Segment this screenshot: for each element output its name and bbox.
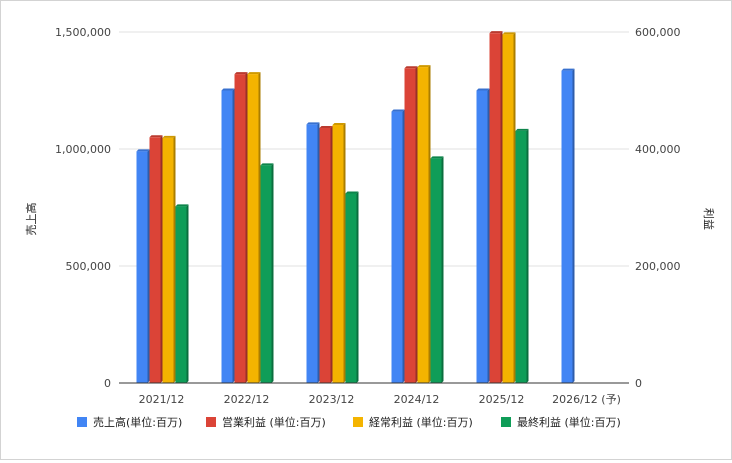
- legend-label: 最終利益 (単位:百万): [517, 415, 621, 429]
- bar-side: [500, 31, 503, 383]
- bar-side: [330, 125, 333, 383]
- bar-side: [572, 68, 575, 384]
- x-tick-label: 2025/12: [479, 393, 525, 406]
- gridlines: [119, 31, 629, 267]
- legend-swatch: [501, 417, 511, 427]
- bar-side: [232, 88, 235, 383]
- y-axis-right-title: 利益: [702, 208, 716, 230]
- y-left-tick-label: 0: [104, 377, 111, 390]
- bar: [417, 67, 429, 383]
- x-tick-label: 2022/12: [224, 393, 270, 406]
- bar-side: [245, 72, 248, 384]
- bar: [502, 34, 514, 384]
- legend-swatch: [206, 417, 216, 427]
- bar: [221, 90, 233, 383]
- x-tick-label: 2024/12: [394, 393, 440, 406]
- bar-side: [356, 191, 359, 383]
- bar-top: [404, 66, 418, 69]
- bar: [162, 137, 174, 383]
- legend-swatch: [77, 417, 87, 427]
- bar-side: [343, 123, 346, 383]
- bar-side: [147, 149, 150, 383]
- bar: [306, 124, 318, 384]
- bar-top: [175, 204, 189, 207]
- x-tick-label: 2021/12: [139, 393, 185, 406]
- bar-side: [513, 32, 516, 384]
- y-right-tick-label: 400,000: [635, 143, 681, 156]
- y-right-tick-label: 200,000: [635, 260, 681, 273]
- bar-top: [502, 32, 516, 35]
- y-right-tick-label: 600,000: [635, 26, 681, 39]
- bar-side: [173, 135, 176, 383]
- bar: [391, 111, 403, 383]
- bar-side: [487, 88, 490, 383]
- bar: [175, 206, 187, 383]
- bar-side: [415, 66, 418, 384]
- bar: [345, 193, 357, 383]
- bar: [136, 151, 148, 383]
- y-right-tick-label: 0: [635, 377, 642, 390]
- bars: [136, 31, 575, 384]
- bar-top: [332, 123, 346, 126]
- bar: [515, 130, 527, 383]
- bar-top: [306, 122, 320, 125]
- bar: [247, 74, 259, 384]
- y-axis-left-title: 売上高: [24, 203, 38, 236]
- bar: [404, 68, 416, 384]
- legend-label: 経常利益 (単位:百万): [369, 415, 473, 429]
- bar: [149, 137, 161, 383]
- bar-top: [162, 135, 176, 138]
- bar-top: [136, 149, 150, 152]
- legend-label: 営業利益 (単位:百万): [222, 415, 326, 429]
- bar-top: [221, 88, 235, 91]
- legend: 売上高(単位:百万) 営業利益 (単位:百万) 経常利益 (単位:百万) 最終利益 (…: [77, 415, 621, 429]
- bar: [234, 74, 246, 384]
- bar: [476, 90, 488, 383]
- bar-side: [258, 72, 261, 384]
- bar: [430, 158, 442, 383]
- bar-side: [402, 109, 405, 383]
- bar-top: [319, 125, 333, 128]
- bar-side: [271, 163, 274, 383]
- legend-swatch: [353, 417, 363, 427]
- bar-top: [430, 156, 444, 159]
- y-left-tick-label: 1,500,000: [55, 26, 111, 39]
- bar-top: [247, 72, 261, 75]
- bar-top: [345, 191, 359, 194]
- y-left-tick-label: 500,000: [66, 260, 112, 273]
- bar-top: [515, 128, 529, 131]
- bar-top: [417, 65, 431, 68]
- x-tick-label: 2023/12: [309, 393, 355, 406]
- bar-side: [428, 65, 431, 383]
- bar-side: [526, 128, 529, 383]
- bar-top: [234, 72, 248, 75]
- bar-side: [160, 135, 163, 383]
- bar-side: [186, 204, 189, 383]
- bar: [260, 165, 272, 383]
- bar: [561, 70, 573, 384]
- legend-label: 売上高(単位:百万): [93, 415, 182, 429]
- bar-top: [149, 135, 163, 138]
- bar: [319, 127, 331, 383]
- y-left-tick-label: 1,000,000: [55, 143, 111, 156]
- bar-top: [561, 68, 575, 71]
- bar-top: [476, 88, 490, 91]
- bar-side: [441, 156, 444, 383]
- x-tick-label: 2026/12 (予): [552, 393, 621, 406]
- bar-top: [391, 109, 405, 112]
- bar: [489, 33, 501, 384]
- bar: [332, 125, 344, 383]
- bar-top: [260, 163, 274, 166]
- bar-top: [489, 31, 503, 34]
- bar-side: [317, 122, 320, 384]
- axes: 0 500,000 1,000,000 1,500,000 0 200,000 400,00…: [55, 26, 680, 406]
